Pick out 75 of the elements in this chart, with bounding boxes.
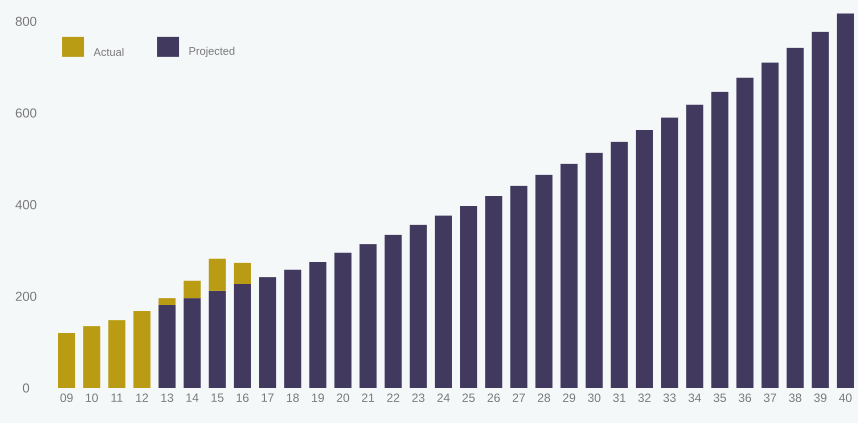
bar — [661, 118, 678, 388]
x-tick-label: 17 — [262, 394, 274, 402]
bar — [535, 174, 552, 388]
bar — [812, 32, 829, 388]
x-tick-label: 10 — [86, 394, 98, 402]
bar — [636, 130, 653, 388]
x-tick-label: 16 — [236, 394, 249, 402]
bar — [158, 298, 176, 306]
x-tick-label: 30 — [588, 394, 600, 402]
bar — [711, 92, 728, 388]
x-tick-label: 31 — [613, 394, 626, 402]
x-tick-label: 11 — [111, 394, 122, 402]
x-tick-label: 24 — [437, 394, 450, 402]
bar — [460, 206, 478, 388]
bar — [434, 216, 452, 388]
x-tick-label: 40 — [839, 394, 852, 402]
legend-label: Actual — [94, 48, 124, 56]
x-tick-label: 29 — [562, 394, 576, 402]
bar — [133, 311, 150, 388]
x-tick-label: 12 — [136, 394, 148, 402]
bar — [58, 333, 76, 388]
bar — [736, 78, 754, 388]
bar — [384, 234, 402, 388]
x-tick-label: 38 — [788, 394, 802, 402]
bar — [410, 224, 427, 388]
x-tick-label: 25 — [462, 394, 475, 402]
x-tick-label: 21 — [362, 394, 374, 402]
x-tick-label: 15 — [212, 394, 224, 402]
x-tick-label: 34 — [688, 394, 702, 402]
bar — [284, 270, 302, 388]
y-tick-label: 800 — [16, 16, 36, 26]
x-tick-label: 14 — [186, 394, 199, 402]
bar — [158, 305, 176, 388]
bar — [762, 62, 779, 388]
x-tick-label: 26 — [488, 394, 500, 402]
bar — [610, 142, 628, 388]
x-tick-label: 32 — [638, 394, 651, 402]
x-tick-label: 20 — [336, 394, 350, 402]
y-tick-label: 0 — [22, 383, 30, 393]
x-tick-label: 39 — [814, 394, 826, 402]
x-tick-label: 37 — [764, 394, 776, 402]
bar — [259, 277, 276, 388]
x-tick-label: 36 — [738, 394, 752, 402]
bar — [208, 258, 226, 291]
y-tick-label: 600 — [16, 108, 36, 118]
y-tick-label: 200 — [16, 292, 36, 301]
x-tick-label: 33 — [663, 394, 676, 402]
bar — [184, 280, 201, 298]
x-tick-label: 09 — [60, 394, 73, 402]
x-tick-label: 19 — [312, 394, 324, 402]
bar — [234, 262, 251, 284]
x-tick-label: 18 — [286, 394, 299, 402]
bar — [234, 284, 251, 388]
x-tick-label: 28 — [538, 394, 550, 402]
x-tick-label: 22 — [387, 394, 400, 402]
bar — [108, 320, 126, 388]
x-tick-label: 23 — [412, 394, 424, 402]
legend-label: Projected — [189, 46, 234, 58]
bar — [510, 186, 528, 388]
bar — [836, 14, 854, 388]
bar — [586, 152, 603, 388]
bar — [560, 164, 578, 388]
x-tick-label: 13 — [161, 394, 174, 402]
bar — [485, 196, 502, 388]
bar — [309, 262, 326, 388]
bar — [184, 298, 201, 388]
y-tick-label: 400 — [15, 200, 36, 210]
bar — [786, 48, 804, 388]
bar — [83, 326, 100, 388]
bar — [208, 290, 226, 388]
x-tick-label: 27 — [512, 394, 525, 402]
x-tick-label: 35 — [714, 394, 726, 402]
bar — [334, 252, 352, 388]
bar — [360, 244, 377, 388]
bar — [686, 104, 704, 388]
